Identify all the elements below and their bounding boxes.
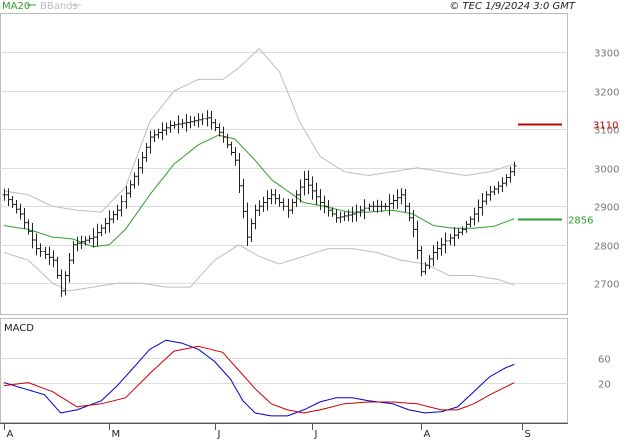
macd-panel-frame (0, 318, 568, 423)
month-label: A (7, 429, 14, 440)
price-tick-label: 2700 (594, 280, 619, 291)
key-levels: 3110 2856 (518, 121, 618, 227)
price-tick-label: 3200 (594, 88, 619, 99)
bbands-legend: BBands (40, 1, 78, 12)
price-panel-frame (0, 13, 568, 315)
price-tick-label: 3000 (594, 165, 619, 176)
signal-line (3, 345, 515, 414)
copyright-timestamp: © TEC 1/9/2024 3:0 GMT (449, 1, 576, 12)
month-label: M (112, 429, 121, 440)
support-label: 2856 (568, 216, 593, 227)
price-gridlines (0, 52, 568, 284)
price-y-axis: 2700 2800 2900 3000 3100 3200 3300 (594, 49, 619, 291)
macd-line (3, 339, 515, 417)
month-label: J (314, 429, 318, 440)
price-tick-label: 3100 (594, 126, 619, 137)
month-label: S (525, 429, 531, 440)
macd-tick-label: 60 (598, 355, 611, 366)
macd-title: MACD (4, 323, 34, 334)
month-label: A (424, 429, 431, 440)
price-tick-label: 3300 (594, 49, 619, 60)
ma20-line-group (3, 134, 515, 248)
macd-tick-label: 20 (598, 380, 611, 391)
price-tick-label: 2800 (594, 242, 619, 253)
ma20-line (3, 134, 515, 248)
month-label: J (217, 429, 221, 440)
macd-lines (3, 339, 515, 417)
price-tick-label: 2900 (594, 203, 619, 214)
bband-upper-line (3, 47, 515, 213)
resistance-label: 3110 (593, 121, 618, 132)
ma20-legend: MA20 (2, 1, 30, 12)
macd-gridlines (0, 358, 568, 384)
price-candles (2, 110, 517, 297)
